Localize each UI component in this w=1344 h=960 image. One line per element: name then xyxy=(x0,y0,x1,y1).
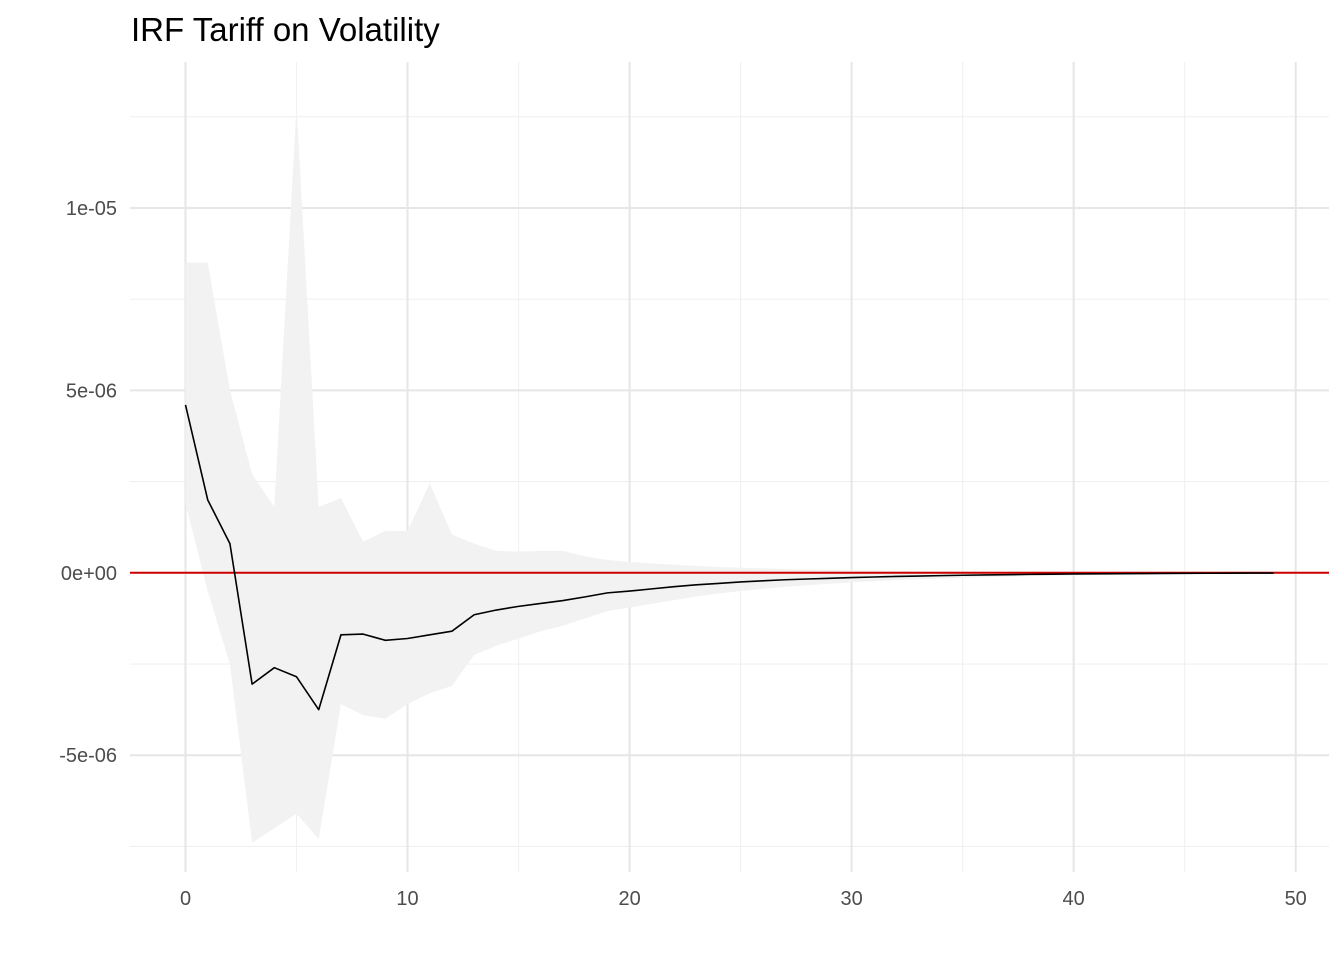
x-tick-label: 50 xyxy=(1285,888,1307,910)
y-tick-label: 1e-05 xyxy=(66,198,117,220)
y-tick-label: 0e+00 xyxy=(61,563,117,585)
x-tick-label: 0 xyxy=(180,888,191,910)
chart-title: IRF Tariff on Volatility xyxy=(131,11,440,48)
x-axis-tick-labels: 0 10 20 30 40 50 xyxy=(180,888,1307,910)
y-axis-tick-labels: -5e-06 0e+00 5e-06 1e-05 xyxy=(59,198,117,767)
y-tick-label: -5e-06 xyxy=(59,745,117,767)
irf-line xyxy=(184,404,1274,711)
confidence-band xyxy=(185,105,1274,843)
x-tick-label: 40 xyxy=(1063,888,1085,910)
x-tick-label: 30 xyxy=(840,888,862,910)
y-tick-label: 5e-06 xyxy=(66,380,117,402)
x-tick-label: 10 xyxy=(396,888,418,910)
x-tick-label: 20 xyxy=(618,888,640,910)
